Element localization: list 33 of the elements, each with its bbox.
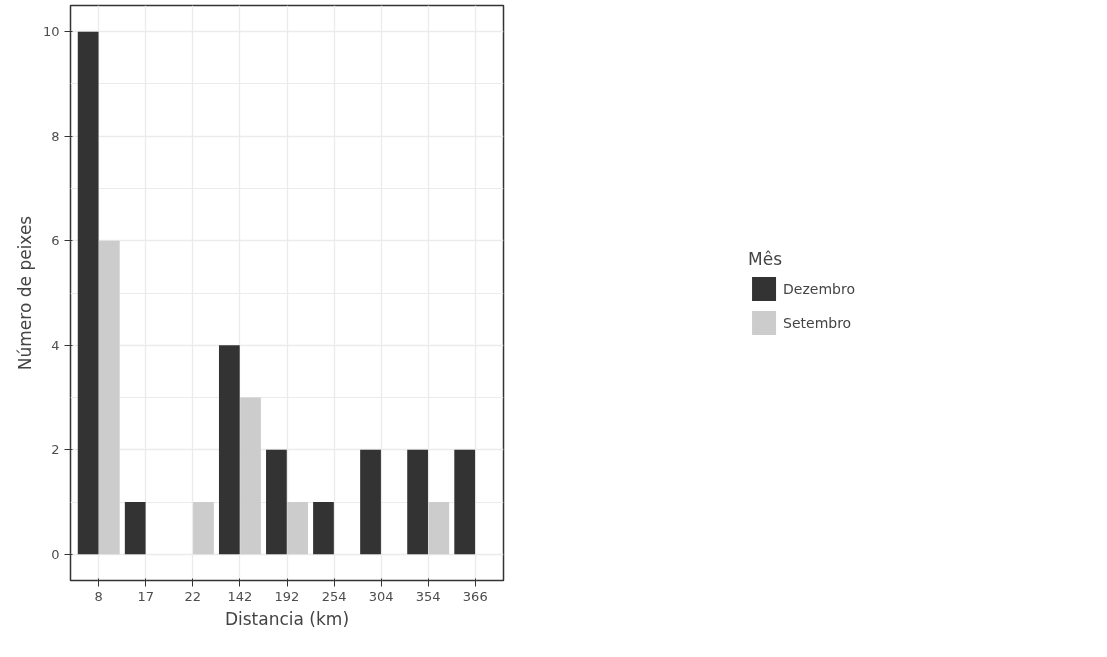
x-tick-label: 142 <box>227 588 253 604</box>
bar <box>454 449 476 555</box>
x-tick-label: 192 <box>274 588 300 604</box>
x-tick-label: 22 <box>184 588 202 604</box>
bar <box>218 345 240 555</box>
x-tick-label: 17 <box>137 588 155 604</box>
bar <box>428 502 450 555</box>
x-tick-label: 8 <box>94 588 103 604</box>
bar <box>77 31 99 555</box>
bar <box>98 240 120 555</box>
x-tick-label: 354 <box>415 588 441 604</box>
x-tick-label: 304 <box>368 588 394 604</box>
bar <box>313 502 334 555</box>
bar <box>287 502 308 555</box>
x-tick-label: 254 <box>321 588 347 604</box>
bar <box>266 449 287 555</box>
legend-label: Dezembro <box>783 280 855 296</box>
bar <box>360 449 381 555</box>
x-axis-title: Distancia (km) <box>224 608 350 629</box>
bar <box>124 502 146 555</box>
y-tick-label: 4 <box>51 337 60 353</box>
y-tick-label: 10 <box>42 24 60 40</box>
y-axis-title: Número de peixes <box>14 215 35 371</box>
bar <box>193 502 214 555</box>
y-tick-label: 6 <box>51 233 60 249</box>
x-tick-label: 366 <box>462 588 488 604</box>
y-tick-label: 0 <box>51 546 60 562</box>
legend-label: Setembro <box>783 314 852 330</box>
bar <box>240 397 261 555</box>
y-tick-label: 2 <box>51 442 60 458</box>
y-tick-label: 8 <box>51 128 60 144</box>
legend-title: Mês <box>748 248 784 268</box>
bar <box>407 449 428 555</box>
